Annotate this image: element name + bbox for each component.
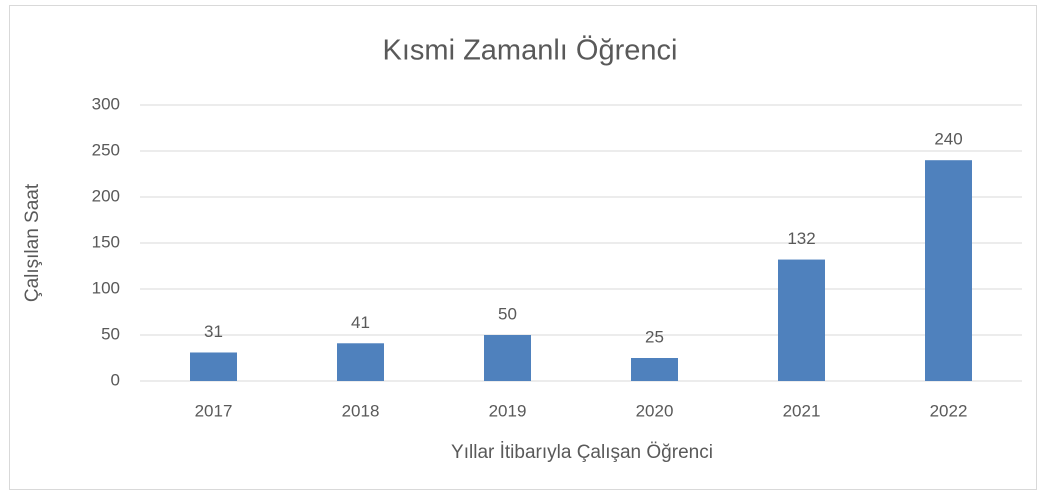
data-label: 25 [645,327,664,346]
data-label: 50 [498,304,517,323]
data-label: 240 [934,130,962,149]
bar [190,352,237,381]
bar [925,160,972,381]
bar [337,343,384,381]
chart-title: Kısmi Zamanlı Öğrenci [383,35,678,67]
y-tick-label: 100 [92,278,120,297]
chart-border [9,5,1037,490]
data-label: 41 [351,313,370,332]
y-axis-title: Çalışılan Saat [22,183,43,302]
y-tick-label: 250 [92,140,120,159]
y-tick-label: 0 [111,370,120,389]
x-tick-label: 2022 [930,401,968,420]
data-label: 31 [204,322,223,341]
y-tick-label: 200 [92,186,120,205]
x-tick-label: 2018 [342,401,380,420]
bar [778,259,825,381]
y-tick-label: 150 [92,232,120,251]
y-tick-label: 300 [92,94,120,113]
bar [631,358,678,381]
y-tick-label: 50 [101,324,120,343]
x-tick-label: 2019 [489,401,527,420]
x-tick-label: 2017 [195,401,233,420]
x-tick-label: 2020 [636,401,674,420]
x-tick-label: 2021 [783,401,821,420]
data-label: 132 [787,229,815,248]
x-axis-title: Yıllar İtibarıyla Çalışan Öğrenci [451,442,713,463]
bar [484,335,531,381]
